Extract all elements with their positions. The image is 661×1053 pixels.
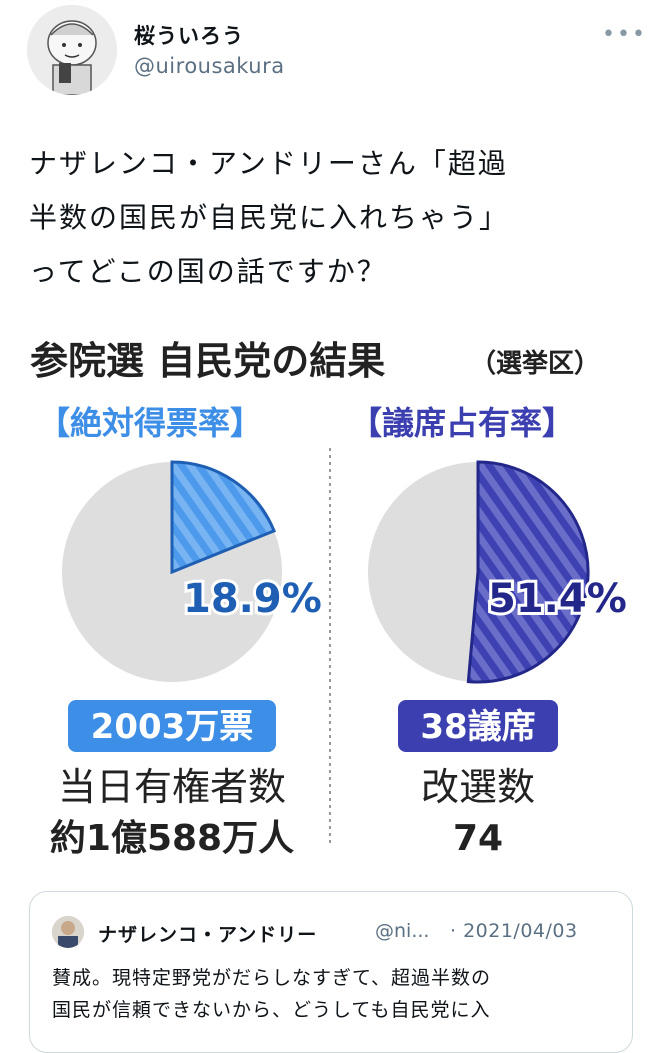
left-percent: 18.9% xyxy=(183,576,322,622)
tweet-header: 桜ういろう @uirousakura ••• xyxy=(0,0,661,110)
user-avatar[interactable] xyxy=(27,5,117,95)
election-infographic: 参院選 自民党の結果 （選挙区） 【絶対得票率】 【議席占有率】 18.9% 5… xyxy=(30,339,630,859)
left-pie-slice xyxy=(170,460,276,575)
left-badge xyxy=(68,700,276,752)
quoted-user-avatar[interactable] xyxy=(52,916,84,948)
quoted-date[interactable]: · 2021/04/03 xyxy=(450,920,578,942)
infographic-title-suffix: （選挙区） xyxy=(470,349,600,379)
right-pie-slice xyxy=(466,460,590,684)
right-badge-text: 38議席 xyxy=(420,707,535,747)
tweet-image[interactable]: 参院選 自民党の結果 （選挙区） 【絶対得票率】 【議席占有率】 18.9% 5… xyxy=(0,322,661,862)
quoted-handle[interactable]: @ni... xyxy=(375,920,430,942)
right-percent: 51.4% xyxy=(488,576,627,622)
right-caption: 改選数 xyxy=(421,765,535,809)
tweet-text: ナザレンコ・アンドリーさん「超過 半数の国民が自民党に入れちゃう」 ってどこの国… xyxy=(29,147,510,288)
right-badge xyxy=(398,700,558,752)
display-name[interactable]: 桜ういろう xyxy=(134,24,244,48)
left-badge-text: 2003万票 xyxy=(91,707,254,747)
right-heading: 【議席占有率】 xyxy=(350,404,574,442)
avatar-illustration xyxy=(27,5,117,95)
left-caption: 当日有権者数 xyxy=(58,765,286,809)
quoted-display-name[interactable]: ナザレンコ・アンドリー xyxy=(98,924,318,946)
user-handle[interactable]: @uirousakura xyxy=(134,54,285,78)
quoted-avatar-photo xyxy=(52,916,84,948)
quoted-text: 賛成。現特定野党がだらしなすぎて、超過半数の 国民が信頼できないから、どうしても… xyxy=(52,967,492,1021)
left-heading: 【絶対得票率】 xyxy=(38,404,262,442)
quoted-tweet[interactable]: ナザレンコ・アンドリー @ni... · 2021/04/03 賛成。現特定野党… xyxy=(29,891,633,1053)
right-value: 74 xyxy=(453,818,503,859)
more-options-icon[interactable]: ••• xyxy=(602,22,647,47)
infographic-title: 参院選 自民党の結果 xyxy=(30,339,385,383)
left-value: 約1億588万人 xyxy=(50,818,294,859)
